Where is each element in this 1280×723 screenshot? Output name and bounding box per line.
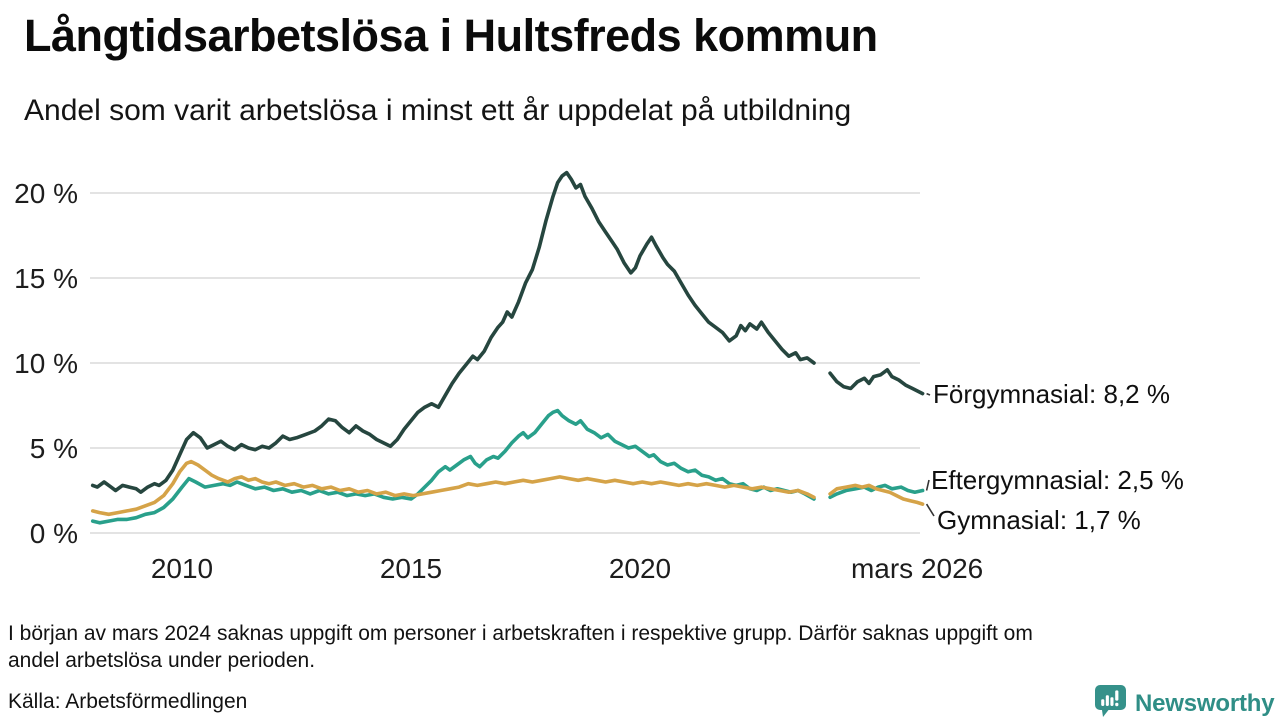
label-connector [926, 392, 931, 396]
page-title: Långtidsarbetslösa i Hultsfreds kommun [24, 10, 878, 61]
y-tick-label: 20 % [14, 178, 78, 209]
newsworthy-branding: Newsworthy [1094, 684, 1275, 723]
footnote-line-2: andel arbetslösa under perioden. [8, 649, 316, 672]
y-tick-label: 0 % [30, 518, 78, 549]
newsworthy-logo-icon [1094, 684, 1127, 723]
source-note: Källa: Arbetsförmedlingen [8, 690, 248, 713]
footnote: I början av mars 2024 saknas uppgift om … [8, 620, 1258, 674]
newsworthy-wordmark: Newsworthy [1135, 689, 1275, 717]
label-connector [925, 503, 935, 517]
series-end-label-gymnasial: Gymnasial: 1,7 % [937, 505, 1141, 535]
series-line-eftergymnasial [90, 408, 925, 525]
x-tick-label: 2010 [151, 553, 213, 584]
footnote-line-1: I början av mars 2024 saknas uppgift om … [8, 622, 1033, 645]
label-connector [925, 479, 930, 491]
series-line-gymnasial [90, 459, 925, 517]
y-tick-label: 10 % [14, 348, 78, 379]
series-line-förgymnasial [90, 170, 925, 494]
x-tick-label: 2015 [380, 553, 442, 584]
y-tick-label: 5 % [30, 433, 78, 464]
y-tick-label: 15 % [14, 263, 78, 294]
page-subtitle: Andel som varit arbetslösa i minst ett å… [24, 94, 852, 127]
x-tick-label: 2020 [609, 553, 671, 584]
series-end-label-eftergymnasial: Eftergymnasial: 2,5 % [931, 465, 1184, 495]
x-tick-label: mars 2026 [851, 553, 983, 584]
series-end-label-forgymnasial: Förgymnasial: 8,2 % [933, 379, 1170, 409]
